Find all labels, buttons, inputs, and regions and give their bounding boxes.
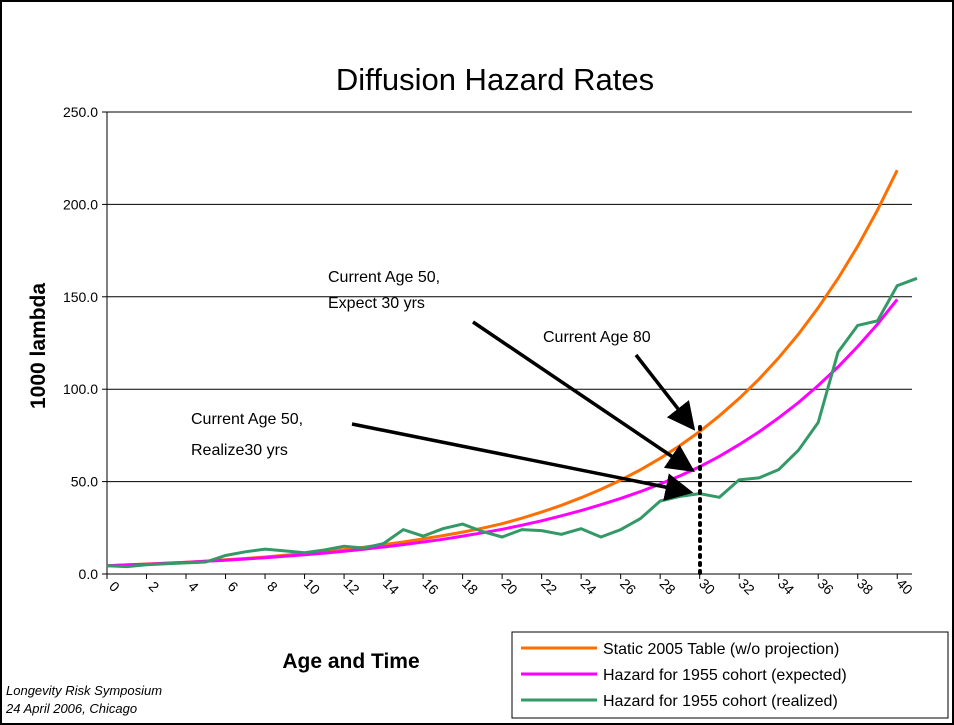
annotation: Expect 30 yrs [328, 295, 425, 312]
y-tick-label: 200.0 [63, 196, 98, 212]
arrow [634, 353, 696, 431]
legend-label: Hazard for 1955 cohort (realized) [603, 693, 838, 710]
legend-items: Static 2005 Table (w/o projection) Hazard… [521, 641, 847, 710]
arrow [351, 422, 694, 501]
x-axis-title: Age and Time [282, 650, 419, 673]
legend-label: Static 2005 Table (w/o projection) [603, 641, 839, 658]
annotation: Current Age 50, [191, 411, 303, 428]
y-tick-label: 50.0 [71, 474, 98, 490]
y-tick-label: 0.0 [79, 566, 99, 582]
y-axis-title: 1000 lambda [27, 283, 50, 409]
y-tick-label: 100.0 [63, 381, 98, 397]
footer: Longevity Risk Symposium [6, 683, 162, 698]
series-line [106, 298, 899, 568]
annotation: Realize30 yrs [191, 442, 288, 459]
y-tick-label: 150.0 [63, 289, 98, 305]
arrow [472, 320, 695, 472]
series-line [106, 276, 918, 569]
annotation: Current Age 50, [328, 269, 440, 286]
chart-title: Diffusion Hazard Rates [336, 62, 654, 97]
footer: 24 April 2006, Chicago [5, 701, 137, 716]
annotation: Current Age 80 [543, 329, 651, 346]
legend-label: Hazard for 1955 cohort (expected) [603, 667, 847, 684]
y-tick-label: 250.0 [63, 104, 98, 120]
annotations: Current Age 50, Expect 30 yrs Current Ag… [191, 269, 702, 576]
